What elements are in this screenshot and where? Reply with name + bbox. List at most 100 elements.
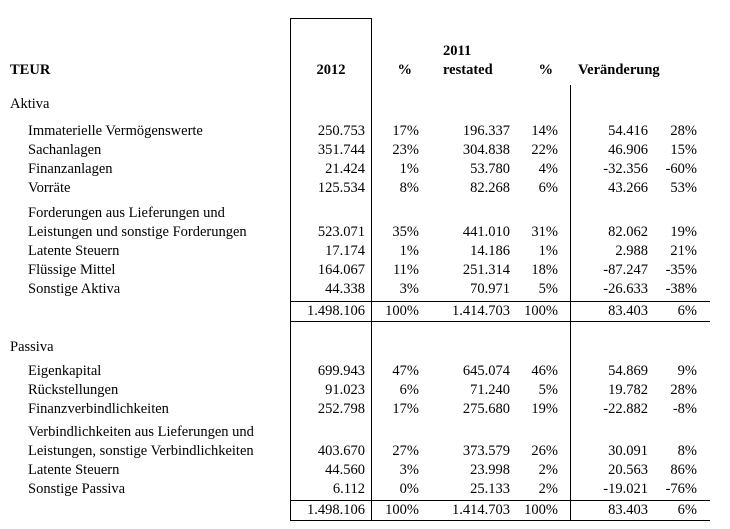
change-value: 19.782 bbox=[608, 382, 648, 398]
change-value: 2.988 bbox=[615, 243, 648, 259]
value-2011: 53.780 bbox=[470, 161, 510, 177]
change-value: 46.906 bbox=[608, 142, 648, 158]
change-pct: -76% bbox=[665, 481, 697, 497]
row-label bbox=[0, 301, 290, 322]
table-row: Rückstellungen 91.023 6% 71.240 5% 19.78… bbox=[0, 381, 710, 400]
value-2012: 125.534 bbox=[317, 180, 365, 196]
table-row: Latente Steuern 17.174 1% 14.186 1% 2.98… bbox=[0, 242, 710, 261]
pct-2011: 100% bbox=[510, 500, 560, 521]
row-label: Sonstige Aktiva bbox=[28, 281, 121, 297]
balance-sheet-table: TEUR 2012 % 2011 restated % Veränderung … bbox=[0, 43, 710, 521]
pct-2011: 46% bbox=[531, 363, 558, 379]
value-2011: 14.186 bbox=[470, 243, 510, 259]
pct-2012: 3% bbox=[399, 281, 419, 297]
value-2011: 25.133 bbox=[470, 481, 510, 497]
change-value: 20.563 bbox=[608, 462, 648, 478]
pct-2012: 100% bbox=[372, 301, 420, 322]
change-pct: 28% bbox=[670, 382, 697, 398]
change-pct: -60% bbox=[665, 161, 697, 177]
value-2011: 71.240 bbox=[470, 382, 510, 398]
table-row: Eigenkapital 699.943 47% 645.074 46% 54.… bbox=[0, 362, 710, 381]
section-title-passiva: Passiva bbox=[0, 338, 710, 357]
pct-2011: 2% bbox=[538, 481, 558, 497]
header-2011-restated: 2011 restated bbox=[443, 43, 493, 78]
value-2011: 23.998 bbox=[470, 462, 510, 478]
table-row: Finanzanlagen 21.424 1% 53.780 4% -32.35… bbox=[0, 160, 710, 179]
value-2011: 251.314 bbox=[462, 262, 510, 278]
row-label: Latente Steuern bbox=[28, 462, 120, 478]
value-2012: 91.023 bbox=[325, 382, 365, 398]
row-label: Sachanlagen bbox=[28, 142, 102, 158]
row-label: Vorräte bbox=[28, 180, 71, 196]
value-2012: 699.943 bbox=[317, 363, 365, 379]
pct-2011: 4% bbox=[538, 161, 558, 177]
change-pct: -38% bbox=[665, 281, 697, 297]
change-value: 43.266 bbox=[608, 180, 648, 196]
section-title-label: Passiva bbox=[10, 339, 54, 355]
row-label: Eigenkapital bbox=[28, 363, 102, 379]
value-2012: 252.798 bbox=[317, 401, 365, 417]
change-pct: 6% bbox=[648, 500, 710, 521]
change-value: 82.062 bbox=[608, 224, 648, 240]
table-row: Forderungen aus Lieferungen und Leistung… bbox=[0, 204, 710, 242]
change-pct: 6% bbox=[648, 301, 710, 322]
change-value: -87.247 bbox=[603, 262, 648, 278]
row-label: Latente Steuern bbox=[28, 243, 120, 259]
column-divider-line bbox=[570, 85, 571, 521]
value-2011: 1.414.703 bbox=[420, 500, 510, 521]
pct-2012: 6% bbox=[399, 382, 419, 398]
value-2012: 250.753 bbox=[317, 123, 365, 139]
pct-2012: 11% bbox=[392, 262, 419, 278]
value-2012: 523.071 bbox=[317, 224, 365, 240]
value-2012: 21.424 bbox=[325, 161, 365, 177]
header-teur: TEUR bbox=[10, 62, 51, 78]
value-2011: 275.680 bbox=[462, 401, 510, 417]
value-2011: 645.074 bbox=[462, 363, 510, 379]
row-label: Rückstellungen bbox=[28, 382, 119, 398]
change-value: 83.403 bbox=[560, 500, 648, 521]
value-2011: 196.337 bbox=[462, 123, 510, 139]
value-2012: 44.560 bbox=[325, 462, 365, 478]
total-row-aktiva: 1.498.106 100% 1.414.703 100% 83.403 6% bbox=[0, 301, 710, 322]
pct-2012: 0% bbox=[399, 481, 419, 497]
value-2011: 70.971 bbox=[470, 281, 510, 297]
pct-2011: 5% bbox=[538, 281, 558, 297]
header-pct-2012: % bbox=[397, 62, 413, 78]
pct-2011: 14% bbox=[531, 123, 558, 139]
value-2011: 441.010 bbox=[462, 224, 510, 240]
change-pct: 15% bbox=[670, 142, 697, 158]
header-veraenderung: Veränderung bbox=[578, 62, 660, 78]
value-2012: 403.670 bbox=[317, 443, 365, 459]
pct-2011: 100% bbox=[510, 301, 560, 322]
change-pct: -8% bbox=[672, 401, 697, 417]
pct-2012: 23% bbox=[392, 142, 419, 158]
section-title-aktiva: Aktiva bbox=[0, 95, 710, 114]
table-row: Sonstige Aktiva 44.338 3% 70.971 5% -26.… bbox=[0, 280, 710, 299]
row-label bbox=[0, 500, 290, 521]
pct-2011: 22% bbox=[531, 142, 558, 158]
row-label: Flüssige Mittel bbox=[28, 262, 116, 278]
table-row: Sachanlagen 351.744 23% 304.838 22% 46.9… bbox=[0, 141, 710, 160]
row-label: Finanzverbindlichkeiten bbox=[28, 401, 169, 417]
value-2011: 373.579 bbox=[462, 443, 510, 459]
change-value: -26.633 bbox=[603, 281, 648, 297]
value-2011: 304.838 bbox=[462, 142, 510, 158]
pct-2011: 1% bbox=[538, 243, 558, 259]
pct-2011: 18% bbox=[531, 262, 558, 278]
pct-2012: 27% bbox=[392, 443, 419, 459]
pct-2012: 17% bbox=[392, 401, 419, 417]
pct-2011: 31% bbox=[531, 224, 558, 240]
change-value: -32.356 bbox=[603, 161, 648, 177]
pct-2012: 17% bbox=[392, 123, 419, 139]
row-label: Finanzanlagen bbox=[28, 161, 113, 177]
change-value: -22.882 bbox=[603, 401, 648, 417]
value-2012: 17.174 bbox=[325, 243, 365, 259]
pct-2012: 35% bbox=[392, 224, 419, 240]
pct-2011: 5% bbox=[538, 382, 558, 398]
table-row: Sonstige Passiva 6.112 0% 25.133 2% -19.… bbox=[0, 480, 710, 499]
pct-2011: 2% bbox=[538, 462, 558, 478]
change-pct: 28% bbox=[670, 123, 697, 139]
change-pct: 9% bbox=[677, 363, 697, 379]
header-pct-2011: % bbox=[538, 62, 554, 78]
change-pct: 19% bbox=[670, 224, 697, 240]
